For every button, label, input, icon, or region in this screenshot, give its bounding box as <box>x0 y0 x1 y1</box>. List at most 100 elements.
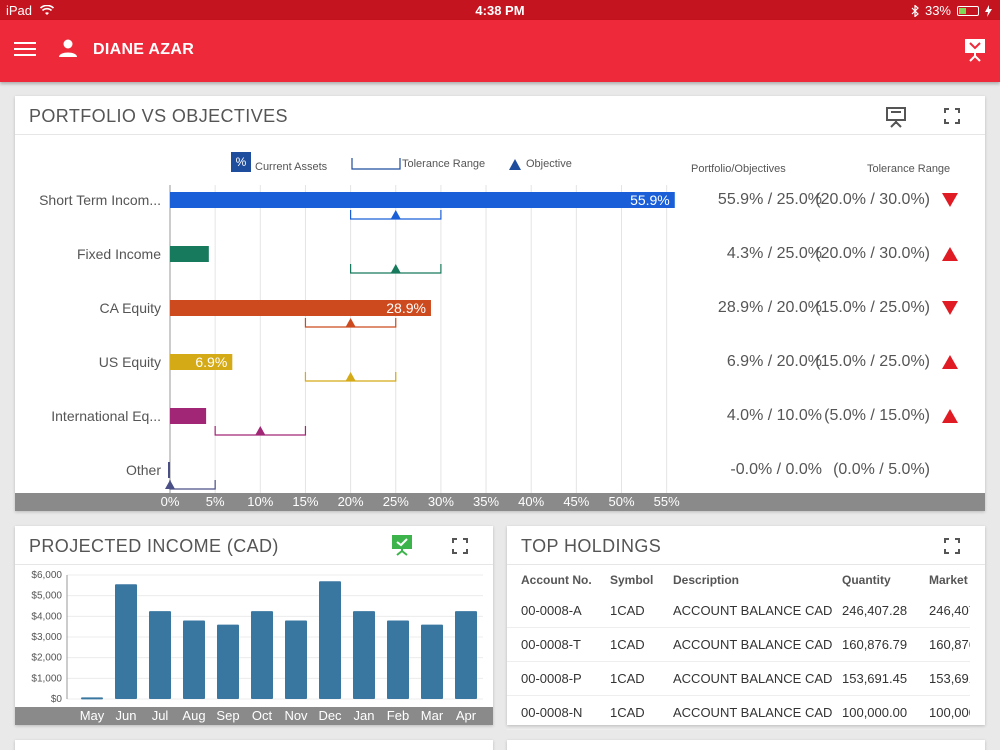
top-holdings-card: TOP HOLDINGS <box>507 526 985 725</box>
holdings-cell: ACCOUNT BALANCE CAD <box>673 603 833 618</box>
battery-level <box>959 7 966 14</box>
holdings-cell: 1CAD <box>610 603 645 618</box>
portfolio-chart: 55.9% 28.9% 6.9% <box>165 185 675 493</box>
income-bar <box>115 584 137 699</box>
objective-marker <box>390 210 401 219</box>
portfolio-objective-value: 6.9% / 20.0% <box>726 353 822 370</box>
y-tick-label: $4,000 <box>31 611 62 622</box>
asset-class-label: Other <box>125 462 161 478</box>
income-bar <box>353 611 375 699</box>
x-tick-label: Jan <box>354 708 375 723</box>
menu-icon-bar <box>14 54 36 56</box>
income-bar <box>183 620 205 699</box>
menu-icon-bar <box>14 42 36 44</box>
menu-icon-bar <box>14 48 36 50</box>
presentation-icon[interactable] <box>964 38 986 62</box>
expand-icon[interactable] <box>452 538 468 554</box>
objective-marker <box>345 372 356 381</box>
expand-icon[interactable] <box>944 538 960 554</box>
tolerance-range-value: (5.0% / 15.0%) <box>824 407 930 424</box>
table-row-divider <box>507 729 970 730</box>
y-tick-label: $1,000 <box>31 673 62 684</box>
holdings-cell: 1CAD <box>610 637 645 652</box>
asset-class-label: Short Term Incom... <box>39 192 161 208</box>
projected-income-title: PROJECTED INCOME (CAD) <box>29 536 279 556</box>
y-tick-label: $2,000 <box>31 653 62 664</box>
x-tick-label: 55% <box>653 494 680 509</box>
expand-icon[interactable] <box>944 108 960 124</box>
holdings-cell: 100,000.00 <box>842 705 908 720</box>
x-tick-label: Jul <box>152 708 169 723</box>
objective-marker <box>255 426 266 435</box>
legend-current-assets: % Current Assets <box>231 151 327 173</box>
y-tick-label: $3,000 <box>31 632 62 643</box>
objective-marker <box>165 480 175 489</box>
holdings-cell: 100,000.0 <box>929 705 985 720</box>
holdings-cell[interactable]: 00-0008-P <box>521 671 582 686</box>
income-chart: $0 $1,000 $2,000 $3,000 $4,000 $5,000 $6,000 Ma… <box>31 570 483 723</box>
legend-label: Objective <box>526 158 572 170</box>
wifi-icon <box>39 4 54 15</box>
holdings-cell: 160,876.7 <box>929 637 985 652</box>
table-row-divider <box>507 695 970 696</box>
x-tick-label: 5% <box>205 494 225 509</box>
axis-bar <box>15 493 985 511</box>
income-bar <box>285 620 307 699</box>
income-bar <box>421 624 443 699</box>
app-header: DIANE AZAR <box>0 20 1000 82</box>
asset-class-label: International Eq... <box>51 408 161 424</box>
holdings-column-header: Symbol <box>610 573 654 587</box>
tolerance-range-icon <box>351 158 401 170</box>
battery-icon <box>957 5 979 16</box>
user-icon <box>59 39 77 57</box>
tolerance-range-value: (20.0% / 30.0%) <box>815 191 930 208</box>
presentation-icon[interactable] <box>885 106 907 128</box>
holdings-cell: 246,407.28 <box>842 603 908 618</box>
portfolio-objective-value: -0.0% / 0.0% <box>730 461 822 478</box>
holdings-cell[interactable]: 00-0008-T <box>521 637 581 652</box>
status-time: 4:38 PM <box>475 3 525 18</box>
next-card-right <box>507 740 985 750</box>
holdings-cell[interactable]: 00-0008-N <box>521 705 583 720</box>
x-tick-label: 35% <box>473 494 500 509</box>
x-tick-label: 10% <box>247 494 274 509</box>
income-bar <box>217 624 239 699</box>
x-tick-label: Jun <box>116 708 137 723</box>
tolerance-range-value: (20.0% / 30.0%) <box>815 245 930 262</box>
bar-value-label: 28.9% <box>386 300 426 316</box>
legend-label: Tolerance Range <box>402 158 486 170</box>
holdings-cell: 153,691.45 <box>842 671 908 686</box>
holdings-cell[interactable]: 00-0008-A <box>521 603 582 618</box>
holdings-cell: ACCOUNT BALANCE CAD <box>673 705 833 720</box>
income-axis-bar <box>15 707 493 725</box>
trend-up-icon <box>942 409 958 423</box>
x-tick-label: 0% <box>160 494 180 509</box>
holdings-table: Account No. Symbol Description Quantity Mark… <box>507 573 985 730</box>
x-tick-label: Oct <box>252 708 273 723</box>
holdings-cell: ACCOUNT BALANCE CAD <box>673 671 833 686</box>
holdings-column-header: Market Val <box>929 573 985 587</box>
portfolio-objective-value: 4.0% / 10.0% <box>726 407 822 424</box>
presentation-check-icon[interactable] <box>391 534 413 556</box>
tolerance-range-value: (0.0% / 5.0%) <box>833 461 930 478</box>
table-row-divider <box>507 627 970 628</box>
asset-bar <box>170 300 431 316</box>
x-tick-label: 25% <box>382 494 409 509</box>
objective-marker <box>345 318 356 327</box>
x-tick-label: 30% <box>427 494 454 509</box>
x-tick-label: Nov <box>284 708 308 723</box>
holdings-cell: 160,876.79 <box>842 637 908 652</box>
holdings-cell: 246,407.2 <box>929 603 985 618</box>
status-left: iPad <box>6 3 54 18</box>
asset-bar <box>168 462 170 478</box>
asset-bar <box>170 354 233 370</box>
asset-bar <box>170 192 675 208</box>
trend-down-icon <box>942 301 958 315</box>
charging-icon <box>985 4 992 17</box>
income-bar <box>149 611 171 699</box>
holdings-column-header: Account No. <box>521 573 592 587</box>
user-name[interactable]: DIANE AZAR <box>93 41 195 58</box>
status-right: 33% <box>911 3 992 18</box>
menu-button[interactable] <box>14 39 36 61</box>
portfolio-objective-value: 4.3% / 25.0% <box>726 245 822 262</box>
